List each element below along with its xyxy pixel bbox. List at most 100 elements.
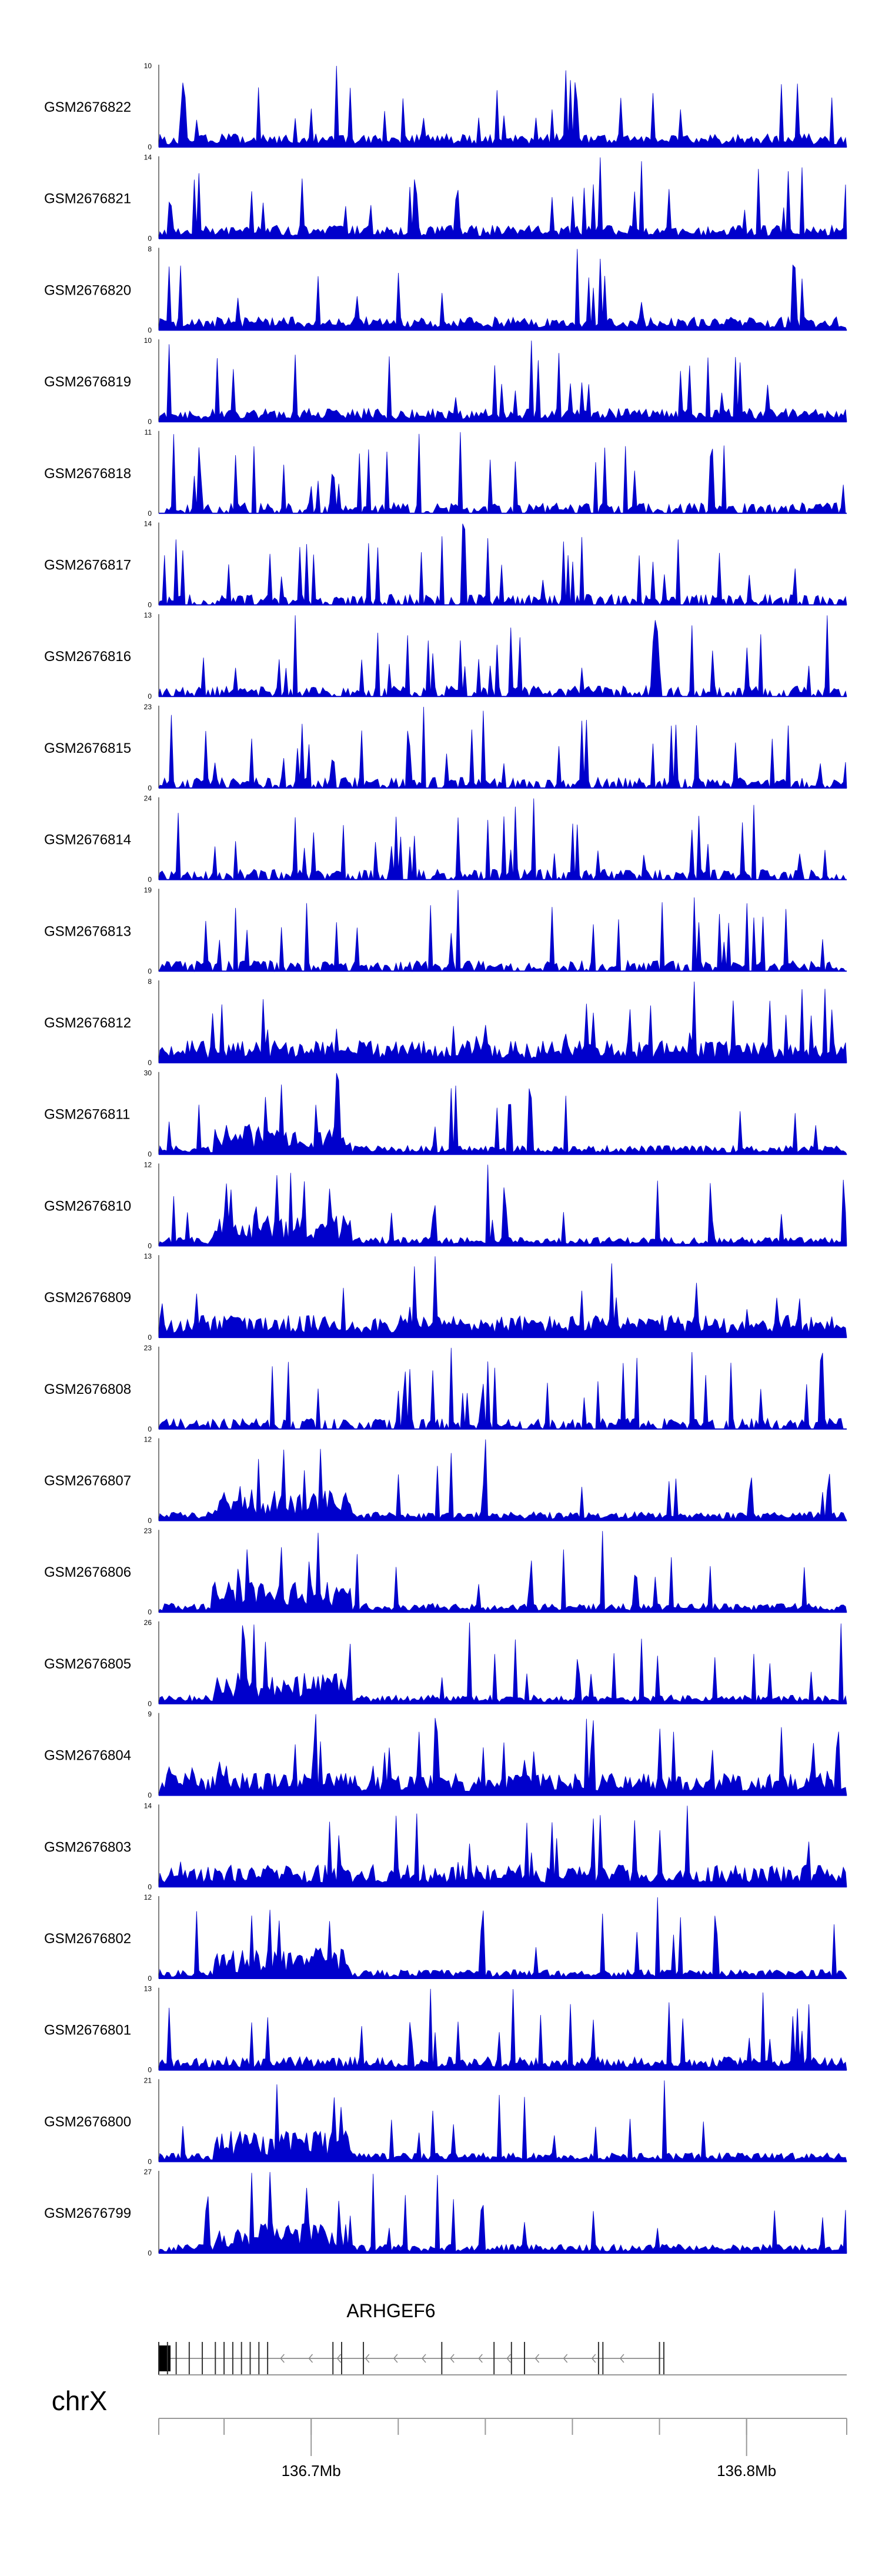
coverage-area [159, 432, 847, 515]
coverage-area [158, 1073, 847, 1155]
track-max-label: 12 [144, 1893, 152, 1901]
strand-chevron [506, 2354, 511, 2363]
track-max-label: 27 [144, 2168, 152, 2176]
track-min-label: 0 [148, 967, 152, 975]
track-label: GSM2676800 [44, 2114, 131, 2130]
coverage-area [158, 1347, 847, 1430]
track-label: GSM2676819 [44, 374, 131, 390]
track-label: GSM2676821 [44, 191, 131, 207]
track-label: GSM2676799 [44, 2205, 131, 2221]
track-label: GSM2676806 [44, 1564, 131, 1580]
track-max-label: 14 [144, 1801, 152, 1810]
coverage-track: GSM2676799 27 0 [44, 2168, 847, 2257]
coverage-area [158, 706, 847, 789]
coverage-track: GSM2676810 12 0 [44, 1160, 847, 1250]
track-min-label: 0 [148, 1700, 152, 1708]
coverage-area [158, 157, 847, 239]
track-label: GSM2676814 [44, 832, 131, 848]
coverage-track: GSM2676813 19 0 [44, 886, 847, 975]
coverage-track: GSM2676818 11 0 [44, 428, 847, 518]
track-max-label: 9 [148, 1710, 152, 1719]
track-label: GSM2676822 [44, 99, 131, 115]
track-max-label: 11 [145, 428, 152, 436]
track-label: GSM2676807 [44, 1473, 131, 1489]
track-max-label: 19 [144, 886, 152, 894]
chromosome-axis: chrX 136.7Mb 136.8Mb [52, 2374, 847, 2480]
track-label: GSM2676812 [44, 1015, 131, 1031]
gene-label: ARHGEF6 [346, 2300, 435, 2321]
track-label: GSM2676805 [44, 1656, 131, 1672]
track-max-label: 13 [144, 1985, 152, 1993]
coverage-area [158, 2080, 847, 2162]
track-min-label: 0 [148, 326, 152, 334]
track-max-label: 23 [144, 703, 152, 711]
coverage-area [158, 1806, 847, 1887]
track-label: GSM2676818 [44, 466, 131, 482]
coverage-track: GSM2676814 24 0 [44, 795, 847, 884]
track-max-label: 21 [144, 2076, 152, 2084]
coverage-track: GSM2676816 13 0 [44, 611, 847, 700]
strand-chevron [336, 2354, 342, 2363]
track-max-label: 24 [144, 795, 152, 803]
coverage-area [158, 1164, 847, 1246]
gene-track: ARHGEF6 [158, 2300, 664, 2375]
track-min-label: 0 [148, 876, 152, 884]
coverage-track: GSM2676802 12 0 [44, 1893, 847, 1983]
track-min-label: 0 [148, 1883, 152, 1891]
coverage-tracks: GSM2676822100GSM2676821140GSM267682080GS… [44, 62, 847, 2257]
coverage-area [158, 1988, 847, 2071]
track-max-label: 14 [144, 154, 152, 162]
track-label: GSM2676816 [44, 649, 131, 665]
track-max-label: 14 [144, 520, 152, 528]
coverage-track: GSM2676809 13 0 [44, 1252, 847, 1342]
track-label: GSM2676817 [44, 558, 131, 573]
chromosome-label: chrX [52, 2385, 108, 2416]
track-label: GSM2676802 [44, 1931, 131, 1947]
coverage-area [158, 523, 847, 606]
track-min-label: 0 [148, 2066, 152, 2074]
track-min-label: 0 [148, 509, 152, 518]
track-min-label: 0 [148, 1608, 152, 1616]
track-label: GSM2676801 [44, 2023, 131, 2038]
track-max-label: 10 [144, 336, 152, 345]
coverage-area [158, 1714, 847, 1796]
track-min-label: 0 [148, 1150, 152, 1159]
coverage-track: GSM2676808 23 0 [44, 1344, 847, 1433]
coverage-area [158, 2172, 847, 2254]
gene-utr-block [159, 2345, 171, 2371]
coverage-track: GSM2676806 23 0 [44, 1527, 847, 1616]
track-label: GSM2676810 [44, 1198, 131, 1214]
coverage-track: GSM2676805 26 0 [44, 1619, 847, 1708]
track-max-label: 12 [144, 1160, 152, 1169]
track-min-label: 0 [148, 1517, 152, 1525]
track-min-label: 0 [148, 784, 152, 792]
coverage-track: GSM2676819 10 0 [44, 336, 847, 426]
track-max-label: 10 [144, 62, 152, 70]
strand-chevron [591, 2354, 596, 2363]
coverage-track: GSM2676820 8 0 [44, 245, 847, 334]
track-max-label: 30 [144, 1069, 152, 1077]
coverage-track: GSM2676815 23 0 [44, 703, 847, 792]
track-min-label: 0 [148, 2157, 152, 2165]
strand-chevron [619, 2354, 624, 2363]
track-min-label: 0 [148, 1242, 152, 1250]
track-min-label: 0 [148, 692, 152, 700]
track-min-label: 0 [148, 2249, 152, 2257]
coverage-track: GSM2676800 21 0 [44, 2076, 847, 2165]
coverage-track: GSM2676807 12 0 [44, 1436, 847, 1525]
coverage-area [158, 1256, 847, 1338]
coverage-area [158, 249, 847, 331]
coverage-area [158, 1622, 847, 1704]
strand-chevron [365, 2354, 370, 2363]
track-min-label: 0 [148, 1333, 152, 1342]
coverage-track: GSM2676822 10 0 [44, 62, 847, 151]
axis-tick-label: 136.8Mb [717, 2462, 776, 2480]
track-label: GSM2676815 [44, 740, 131, 756]
track-label: GSM2676808 [44, 1382, 131, 1397]
track-label: GSM2676803 [44, 1839, 131, 1855]
coverage-area [158, 1531, 847, 1613]
strand-chevron [280, 2354, 285, 2363]
coverage-track: GSM2676803 14 0 [44, 1801, 847, 1891]
track-max-label: 26 [144, 1619, 152, 1627]
